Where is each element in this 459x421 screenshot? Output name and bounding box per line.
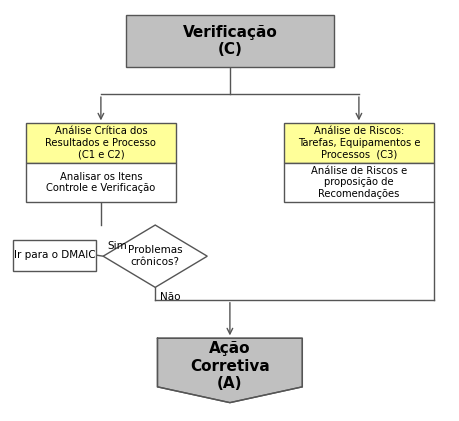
Polygon shape xyxy=(157,338,302,402)
Text: Verificação
(C): Verificação (C) xyxy=(183,25,277,57)
FancyBboxPatch shape xyxy=(126,15,334,67)
Polygon shape xyxy=(103,225,207,288)
Text: Não: Não xyxy=(160,291,180,301)
Text: Ação
Corretiva
(A): Ação Corretiva (A) xyxy=(190,341,270,391)
FancyBboxPatch shape xyxy=(26,123,176,163)
FancyBboxPatch shape xyxy=(26,163,176,202)
FancyBboxPatch shape xyxy=(13,240,96,271)
Text: Análise de Riscos e
proposição de
Recomendações: Análise de Riscos e proposição de Recome… xyxy=(311,166,407,199)
FancyBboxPatch shape xyxy=(284,163,434,202)
FancyBboxPatch shape xyxy=(284,123,434,163)
Text: Problemas
crônicos?: Problemas crônicos? xyxy=(128,245,183,267)
Text: Ir para o DMAIC: Ir para o DMAIC xyxy=(14,250,95,260)
Text: Analisar os Itens
Controle e Verificação: Analisar os Itens Controle e Verificação xyxy=(46,172,156,193)
Text: Sim: Sim xyxy=(108,241,128,251)
Text: Análise Crítica dos
Resultados e Processo
(C1 e C2): Análise Crítica dos Resultados e Process… xyxy=(45,126,157,160)
Text: Análise de Riscos:
Tarefas, Equipamentos e
Processos  (C3): Análise de Riscos: Tarefas, Equipamentos… xyxy=(297,126,420,160)
